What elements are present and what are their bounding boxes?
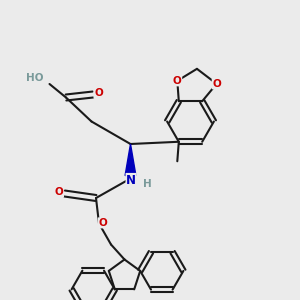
Text: H: H	[142, 179, 152, 189]
Polygon shape	[125, 144, 136, 176]
Text: O: O	[212, 79, 221, 89]
Text: N: N	[126, 173, 136, 187]
Text: HO: HO	[26, 73, 44, 83]
Text: O: O	[94, 88, 103, 98]
Text: O: O	[98, 218, 107, 228]
Text: O: O	[173, 76, 182, 86]
Text: O: O	[55, 187, 64, 197]
